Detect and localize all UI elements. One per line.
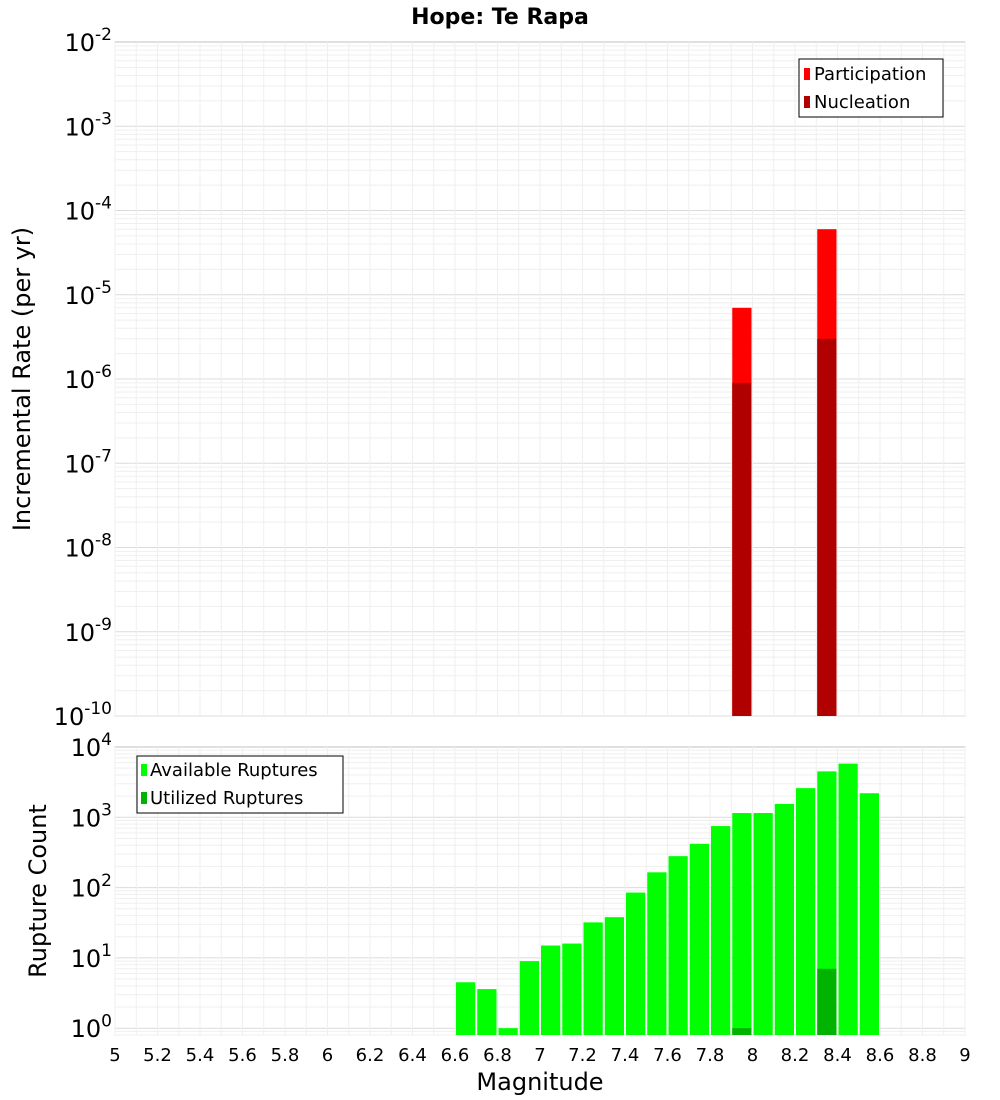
- x-tick-label: 5: [109, 1045, 120, 1066]
- available-ruptures-bar: [541, 945, 561, 1035]
- x-tick-label: 6.8: [483, 1045, 512, 1066]
- available-ruptures-bar: [796, 788, 816, 1035]
- legend-label: Utilized Ruptures: [150, 788, 303, 809]
- utilized-ruptures-bar: [817, 968, 837, 1035]
- rate-y-tick-label: 10-5: [65, 278, 113, 310]
- legend-swatch: [804, 96, 810, 108]
- rate-y-tick-label: 10-4: [65, 194, 113, 226]
- x-tick-label: 8.8: [908, 1045, 937, 1066]
- count-y-tick-label: 104: [71, 730, 112, 762]
- x-tick-label: 8.6: [866, 1045, 895, 1066]
- available-ruptures-bar: [774, 803, 794, 1035]
- available-ruptures-bar: [859, 793, 879, 1035]
- x-axis-label: Magnitude: [476, 1068, 603, 1096]
- available-ruptures-bar: [732, 813, 752, 1035]
- count-bars: [456, 763, 879, 1035]
- x-tick-label: 7.2: [568, 1045, 597, 1066]
- available-ruptures-bar: [689, 843, 709, 1035]
- x-tick-label: 7.4: [611, 1045, 640, 1066]
- available-ruptures-bar: [604, 917, 624, 1035]
- legend-label: Nucleation: [814, 92, 910, 113]
- count-y-tick-labels: 104 103 102 101 100: [71, 730, 112, 1043]
- count-y-tick-label: 101: [71, 941, 112, 973]
- available-ruptures-bar: [583, 922, 603, 1035]
- available-ruptures-bar: [711, 826, 731, 1035]
- rate-y-axis-label: Incremental Rate (per yr): [8, 227, 36, 531]
- available-ruptures-bar: [477, 989, 497, 1035]
- x-tick-label: 7.8: [696, 1045, 725, 1066]
- x-tick-label: 6.6: [441, 1045, 470, 1066]
- legend-swatch: [804, 68, 810, 80]
- available-ruptures-bar: [456, 982, 476, 1035]
- available-ruptures-bar: [519, 961, 539, 1035]
- available-ruptures-bar: [626, 892, 646, 1035]
- legend-label: Available Ruptures: [150, 760, 318, 781]
- available-ruptures-bar: [647, 872, 667, 1035]
- x-tick-label: 5.8: [271, 1045, 300, 1066]
- legend-label: Participation: [814, 64, 926, 85]
- x-tick-label: 5.4: [186, 1045, 215, 1066]
- rate-legend-box: [798, 58, 944, 118]
- nucleation-bar: [732, 382, 752, 716]
- count-y-tick-label: 100: [71, 1011, 112, 1043]
- legend-swatch: [141, 764, 147, 776]
- available-ruptures-bar: [668, 856, 688, 1035]
- rate-y-tick-labels: 10-2 10-3 10-4 10-5 10-6 10-7 10-8 10-9 10-10: [54, 25, 112, 731]
- rate-y-tick-label: 10-3: [65, 109, 113, 141]
- rate-grid: [114, 42, 966, 717]
- rate-y-tick-label: 10-6: [65, 362, 113, 394]
- rate-y-tick-label: 10-10: [54, 699, 112, 731]
- legend-swatch: [141, 792, 147, 804]
- available-ruptures-bar: [838, 763, 858, 1035]
- x-tick-label: 5.6: [228, 1045, 257, 1066]
- x-tick-label: 7: [534, 1045, 545, 1066]
- rate-y-tick-label: 10-9: [65, 615, 113, 647]
- x-tick-label: 8.4: [823, 1045, 852, 1066]
- count-panel: 104 103 102 101 100 5 5.2 5.4 5.6 5.8 6 6.2 6.4 6.6 6…: [24, 730, 971, 1096]
- count-y-tick-label: 103: [71, 800, 112, 832]
- available-ruptures-bar: [753, 813, 773, 1035]
- x-tick-label: 5.2: [143, 1045, 172, 1066]
- x-tick-label: 6.4: [398, 1045, 427, 1066]
- x-tick-label: 7.6: [653, 1045, 682, 1066]
- rate-panel: 10-2 10-3 10-4 10-5 10-6 10-7 10-8 10-9 10-10 In…: [8, 25, 966, 731]
- nucleation-bar: [817, 338, 837, 716]
- count-y-tick-label: 102: [71, 871, 112, 903]
- count-legend: Available Ruptures Utilized Ruptures: [136, 755, 344, 814]
- rate-y-tick-label: 10-8: [65, 531, 113, 563]
- count-legend-box: [136, 755, 344, 814]
- x-tick-label: 6.2: [356, 1045, 385, 1066]
- available-ruptures-bar: [562, 943, 582, 1035]
- x-tick-label: 8.2: [781, 1045, 810, 1066]
- count-x-tick-labels: 5 5.2 5.4 5.6 5.8 6 6.2 6.4 6.6 6.8 7 7.2 7.4 7.6 7.8 8…: [109, 1045, 970, 1066]
- rate-legend: Participation Nucleation: [798, 58, 944, 118]
- x-tick-label: 9: [959, 1045, 970, 1066]
- rate-y-tick-label: 10-2: [65, 25, 113, 57]
- x-tick-label: 6: [322, 1045, 333, 1066]
- x-tick-label: 8: [747, 1045, 758, 1066]
- rate-y-tick-label: 10-7: [65, 446, 113, 478]
- chart-title: Hope: Te Rapa: [411, 5, 589, 30]
- available-ruptures-bar: [498, 1028, 518, 1035]
- utilized-ruptures-bar: [732, 1028, 752, 1035]
- count-y-axis-label: Rupture Count: [24, 804, 52, 978]
- rate-bars: [732, 229, 837, 717]
